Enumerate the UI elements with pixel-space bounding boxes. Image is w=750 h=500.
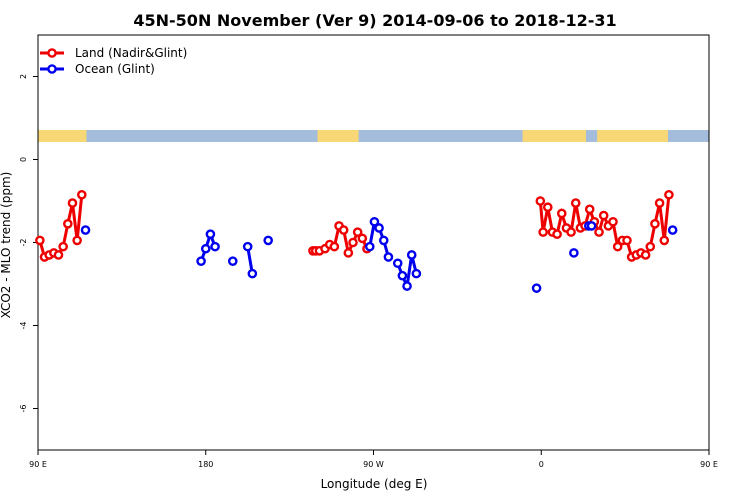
- legend-label: Land (Nadir&Glint): [75, 46, 187, 60]
- x-tick-label: 0: [539, 460, 544, 469]
- data-point: [667, 225, 678, 235]
- data-point: [640, 250, 651, 260]
- x-axis: 90 E 180 90 W 0 90 E: [29, 450, 718, 469]
- data-point: [263, 235, 273, 246]
- data-point: [58, 241, 68, 252]
- data-point: [205, 229, 216, 239]
- data-point: [397, 270, 408, 281]
- y-axis: 2 0 -2 -4 -6: [19, 74, 38, 413]
- x-tick-label: 90 E: [29, 460, 47, 469]
- ocean-band: [585, 130, 598, 142]
- legend-marker: [47, 48, 57, 58]
- data-point: [383, 252, 394, 262]
- data-point: [352, 227, 363, 237]
- ocean-band: [86, 130, 318, 142]
- data-point: [586, 221, 597, 231]
- data-point: [247, 268, 258, 279]
- data-point: [622, 235, 632, 246]
- data-point: [392, 258, 403, 269]
- x-axis-label: Longitude (deg E): [321, 477, 428, 491]
- legend-marker: [47, 64, 57, 74]
- data-point: [535, 196, 546, 206]
- data-point: [654, 198, 665, 208]
- data-point: [80, 225, 91, 235]
- y-axis-label: XCO2 - MLO trend (ppm): [0, 172, 13, 319]
- data-point: [645, 241, 656, 252]
- legend-label: Ocean (Glint): [75, 62, 155, 76]
- data-point: [556, 208, 567, 219]
- data-point: [594, 227, 604, 237]
- data-point: [411, 268, 422, 279]
- data-point: [531, 283, 542, 293]
- data-point: [53, 250, 64, 260]
- data-point: [569, 248, 579, 258]
- data-point: [77, 189, 87, 200]
- data-point: [35, 235, 45, 246]
- data-point: [406, 250, 417, 260]
- x-tick-label: 90 E: [700, 460, 718, 469]
- data-point: [357, 233, 368, 244]
- ocean-band: [358, 130, 523, 142]
- data-point: [227, 256, 238, 266]
- data-point: [242, 241, 253, 252]
- x-tick-label: 90 W: [363, 460, 384, 469]
- data-point: [598, 210, 609, 221]
- data-point: [348, 237, 358, 248]
- series-line: [199, 229, 217, 262]
- y-tick-label: -2: [19, 239, 28, 247]
- data-point: [210, 241, 220, 252]
- data-point: [329, 241, 340, 252]
- data-point: [566, 227, 576, 237]
- data-point: [612, 241, 623, 252]
- y-tick-label: -4: [19, 322, 28, 330]
- series-ocean: [80, 216, 678, 293]
- data-point: [338, 225, 349, 235]
- data-point: [343, 248, 354, 258]
- data-point: [402, 281, 412, 291]
- data-point: [63, 219, 73, 229]
- data-point: [608, 216, 618, 227]
- ocean-band: [667, 130, 709, 142]
- data-point: [542, 202, 553, 213]
- data-point: [538, 227, 548, 237]
- data-point: [72, 235, 82, 246]
- chart-title: 45N-50N November (Ver 9) 2014-09-06 to 2…: [133, 11, 616, 30]
- land-ocean-strip: [38, 130, 709, 142]
- data-point: [364, 241, 375, 252]
- x-tick-label: 180: [198, 460, 213, 469]
- data-point: [378, 235, 389, 246]
- data-point: [67, 198, 78, 208]
- data-point: [584, 204, 595, 215]
- data-point: [552, 229, 562, 239]
- data-point: [659, 235, 670, 246]
- y-tick-label: 2: [19, 74, 28, 79]
- data-point: [650, 219, 660, 229]
- plot-frame: [37, 34, 710, 451]
- series-layer: [35, 189, 678, 293]
- legend: Land (Nadir&Glint) Ocean (Glint): [40, 46, 187, 76]
- data-point: [196, 256, 206, 266]
- data-point: [200, 243, 211, 254]
- y-tick-label: 0: [19, 157, 28, 162]
- data-point: [570, 198, 581, 208]
- data-point: [369, 216, 380, 227]
- series-land: [35, 189, 674, 262]
- data-point: [664, 189, 674, 200]
- y-tick-label: -6: [19, 405, 28, 413]
- data-point: [374, 223, 384, 233]
